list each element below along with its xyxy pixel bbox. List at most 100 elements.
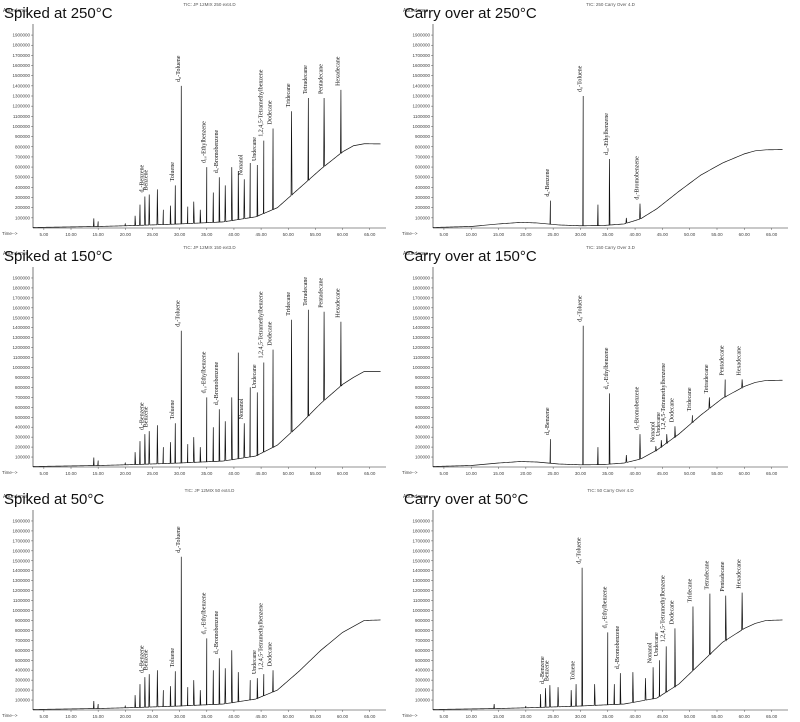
- y-tick-label: 1800000: [412, 43, 430, 48]
- y-tick-label: 300000: [415, 435, 431, 440]
- tic-trace: [32, 85, 381, 228]
- y-tick-label: 1600000: [412, 305, 430, 310]
- x-tick-label: 35.00: [602, 232, 614, 237]
- chromatogram-plot: Abundance TIC: 250 Carry Over 4.D 100000 20…: [402, 2, 788, 237]
- x-tick-label: 45.00: [255, 714, 267, 719]
- panel-title: Carry over at 250°C: [404, 5, 537, 22]
- y-tick-label: 1700000: [12, 53, 30, 58]
- y-tick-label: 200000: [15, 205, 31, 210]
- x-tick-label: 35.00: [602, 471, 614, 476]
- peak-label: d₅-Bromobenzene: [634, 156, 640, 200]
- peak-label: Undecane: [252, 137, 258, 161]
- y-tick-label: 1300000: [412, 94, 430, 99]
- peak-label: Toluene: [170, 162, 176, 182]
- peak-label: d₈-Toluene: [577, 537, 583, 564]
- y-tick-label: 1400000: [12, 325, 30, 330]
- chart-panel-carryover-250: Abundance TIC: 250 Carry Over 4.D 100000 20…: [400, 0, 800, 240]
- tic-trace: [432, 325, 783, 467]
- x-tick-label: 60.00: [337, 471, 349, 476]
- y-tick-label: 1400000: [12, 83, 30, 88]
- peak-label: Pentadecane: [720, 561, 726, 591]
- peak-label: Benzene: [144, 649, 150, 670]
- run-subtitle: TIC: JP 12MIX 50 ext4.D: [185, 488, 235, 493]
- y-tick-label: 200000: [415, 445, 431, 450]
- x-tick-label: 55.00: [711, 232, 723, 237]
- peak-label: d₆-Benzene: [545, 407, 551, 435]
- y-tick-label: 1300000: [12, 578, 30, 583]
- y-tick-label: 700000: [415, 395, 431, 400]
- peak-label: Undecane: [656, 412, 662, 436]
- y-tick-label: 1100000: [13, 114, 31, 119]
- x-tick-label: 35.00: [201, 714, 213, 719]
- y-tick-label: 500000: [15, 175, 31, 180]
- y-tick-label: 400000: [415, 425, 431, 430]
- y-tick-label: 600000: [415, 405, 431, 410]
- chromatogram-plot: Abundance TIC: 50 Carry Over 4.D 100000 200…: [402, 488, 788, 719]
- y-tick-label: 1100000: [13, 355, 31, 360]
- peak-label: Tetradecane: [303, 65, 309, 94]
- peak-label: Pentadecane: [319, 64, 325, 94]
- y-tick-label: 800000: [415, 385, 431, 390]
- chromatogram-plot: Abundance TIC: 150 Carry Over 3.D 100000 20…: [402, 245, 788, 476]
- y-tick-label: 900000: [415, 134, 431, 139]
- x-tick-label: 55.00: [711, 714, 723, 719]
- y-tick-label: 1900000: [412, 33, 430, 38]
- y-tick-label: 1200000: [12, 588, 30, 593]
- x-tick-label: 45.00: [255, 471, 267, 476]
- y-tick-label: 800000: [15, 628, 31, 633]
- x-tick-label: 5.00: [440, 471, 449, 476]
- peak-label: d₁₀-Ethylbenzene: [604, 113, 610, 155]
- x-tick-label: 45.00: [255, 232, 267, 237]
- peak-label: d₆-Benzene: [139, 402, 145, 430]
- peak-label: Toluene: [170, 400, 176, 420]
- y-tick-label: 1800000: [412, 285, 430, 290]
- y-tick-label: 400000: [15, 668, 31, 673]
- peak-label: d₆-Benzene: [545, 169, 551, 197]
- chart-panel-carryover-50: Abundance TIC: 50 Carry Over 4.D 100000 200…: [400, 486, 800, 722]
- x-tick-label: 65.00: [364, 714, 376, 719]
- y-tick-label: 700000: [15, 154, 31, 159]
- x-tick-label: 30.00: [575, 471, 587, 476]
- peak-label: Benzene: [144, 170, 150, 191]
- peak-label: d₈-Toluene: [578, 295, 584, 322]
- peak-label: Tridecane: [687, 387, 693, 411]
- x-tick-label: 50.00: [684, 714, 696, 719]
- y-tick-label: 500000: [415, 175, 431, 180]
- y-tick-label: 1200000: [12, 104, 30, 109]
- y-tick-label: 1500000: [412, 315, 430, 320]
- y-tick-label: 400000: [15, 185, 31, 190]
- peak-label: d₅-Bromobenzene: [214, 129, 220, 173]
- y-tick-label: 100000: [15, 698, 31, 703]
- x-tick-label: 60.00: [739, 714, 751, 719]
- y-tick-label: 1400000: [412, 83, 430, 88]
- peak-label: Dodecane: [669, 600, 675, 624]
- peak-label: 1,2,4,5-Tetramethylbenzene: [258, 69, 264, 136]
- peak-label: Undecane: [252, 650, 258, 674]
- y-tick-label: 500000: [415, 415, 431, 420]
- peak-label: 1,2,4,5-Tetramethylbenzene: [258, 291, 264, 358]
- x-tick-label: 5.00: [39, 714, 48, 719]
- y-tick-label: 1600000: [12, 63, 30, 68]
- x-tick-label: 65.00: [766, 714, 778, 719]
- y-tick-label: 1200000: [412, 588, 430, 593]
- x-tick-label: 20.00: [520, 232, 532, 237]
- peak-label: d₈-Toluene: [176, 526, 182, 553]
- y-tick-label: 1100000: [13, 598, 31, 603]
- x-tick-label: 10.00: [466, 471, 478, 476]
- y-tick-label: 1400000: [12, 568, 30, 573]
- peak-label: Benzene: [544, 660, 550, 681]
- y-tick-label: 700000: [15, 395, 31, 400]
- y-tick-label: 100000: [415, 455, 431, 460]
- y-tick-label: 1400000: [412, 325, 430, 330]
- y-tick-label: 1900000: [412, 518, 430, 523]
- y-tick-label: 1700000: [412, 538, 430, 543]
- x-axis-label: Time-->: [2, 231, 18, 236]
- peak-label: d₈-Toluene: [176, 55, 182, 82]
- peak-label: d₅-Bromobenzene: [214, 611, 220, 655]
- peak-label: Nonanol: [650, 421, 656, 442]
- y-tick-label: 800000: [415, 144, 431, 149]
- x-tick-label: 50.00: [684, 232, 696, 237]
- x-tick-label: 20.00: [120, 714, 132, 719]
- peak-label: d₁₀-Ethylbenzene: [201, 351, 207, 393]
- y-tick-label: 100000: [15, 215, 31, 220]
